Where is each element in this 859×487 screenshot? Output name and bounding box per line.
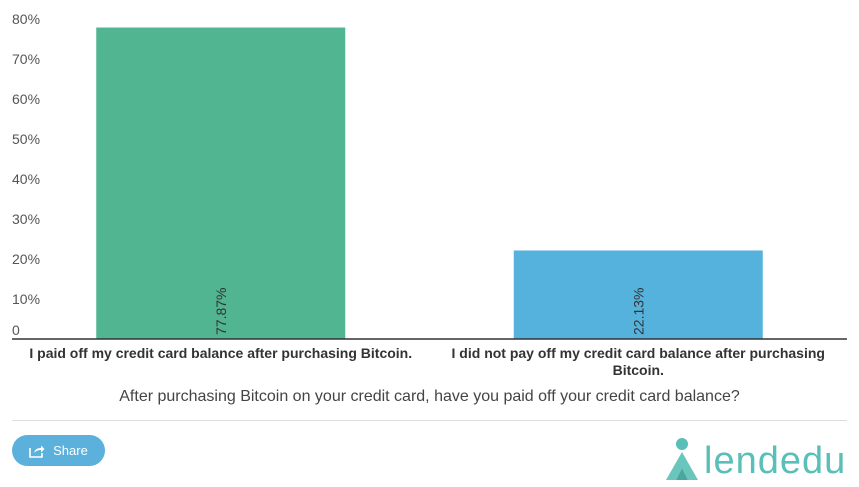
x-axis-title: After purchasing Bitcoin on your credit … (119, 388, 740, 405)
share-icon (29, 445, 45, 458)
y-tick-label: 60% (12, 91, 40, 107)
x-category-label: I paid off my credit card balance after … (29, 345, 412, 361)
y-tick-label: 40% (12, 171, 40, 187)
bar-data-label: 22.13% (630, 288, 646, 335)
y-tick-label: 80% (12, 11, 40, 27)
share-label: Share (53, 443, 88, 458)
y-tick-label: 10% (12, 291, 40, 307)
bar (96, 27, 346, 340)
bar-data-label: 77.87% (213, 288, 229, 335)
x-category-label: I did not pay off my credit card balance… (452, 345, 825, 361)
lendedu-logo[interactable]: lendedu (662, 432, 852, 482)
y-tick-label: 70% (12, 51, 40, 67)
logo-mark-icon (666, 438, 698, 480)
share-button[interactable]: Share (12, 435, 105, 466)
bar (513, 250, 763, 339)
y-tick-label: 30% (12, 211, 40, 227)
logo-text: lendedu (704, 440, 847, 482)
y-tick-label: 50% (12, 131, 40, 147)
footer-divider (12, 420, 847, 421)
y-tick-label: 20% (12, 251, 40, 267)
y-tick-label: 0 (12, 322, 20, 338)
bar-chart: 0 10% 20% 30% 40% 50% 60% 70% 80% 77.87% I paid of… (12, 11, 847, 405)
x-category-label: Bitcoin. (613, 362, 664, 378)
